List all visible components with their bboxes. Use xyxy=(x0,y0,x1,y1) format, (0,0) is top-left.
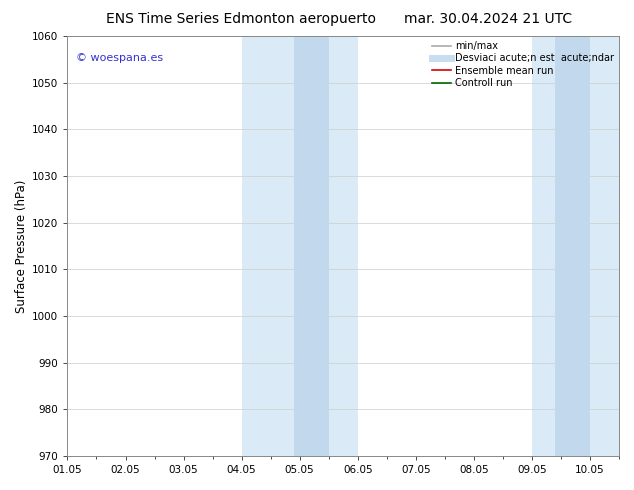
Bar xyxy=(242,36,358,456)
Bar xyxy=(532,36,619,456)
Legend: min/max, Desviaci acute;n est  acute;ndar, Ensemble mean run, Controll run: min/max, Desviaci acute;n est acute;ndar… xyxy=(430,39,616,90)
Y-axis label: Surface Pressure (hPa): Surface Pressure (hPa) xyxy=(15,179,28,313)
Text: mar. 30.04.2024 21 UTC: mar. 30.04.2024 21 UTC xyxy=(404,12,573,26)
Bar xyxy=(294,36,328,456)
Bar xyxy=(555,36,590,456)
Text: ENS Time Series Edmonton aeropuerto: ENS Time Series Edmonton aeropuerto xyxy=(106,12,376,26)
Text: © woespana.es: © woespana.es xyxy=(75,53,163,63)
